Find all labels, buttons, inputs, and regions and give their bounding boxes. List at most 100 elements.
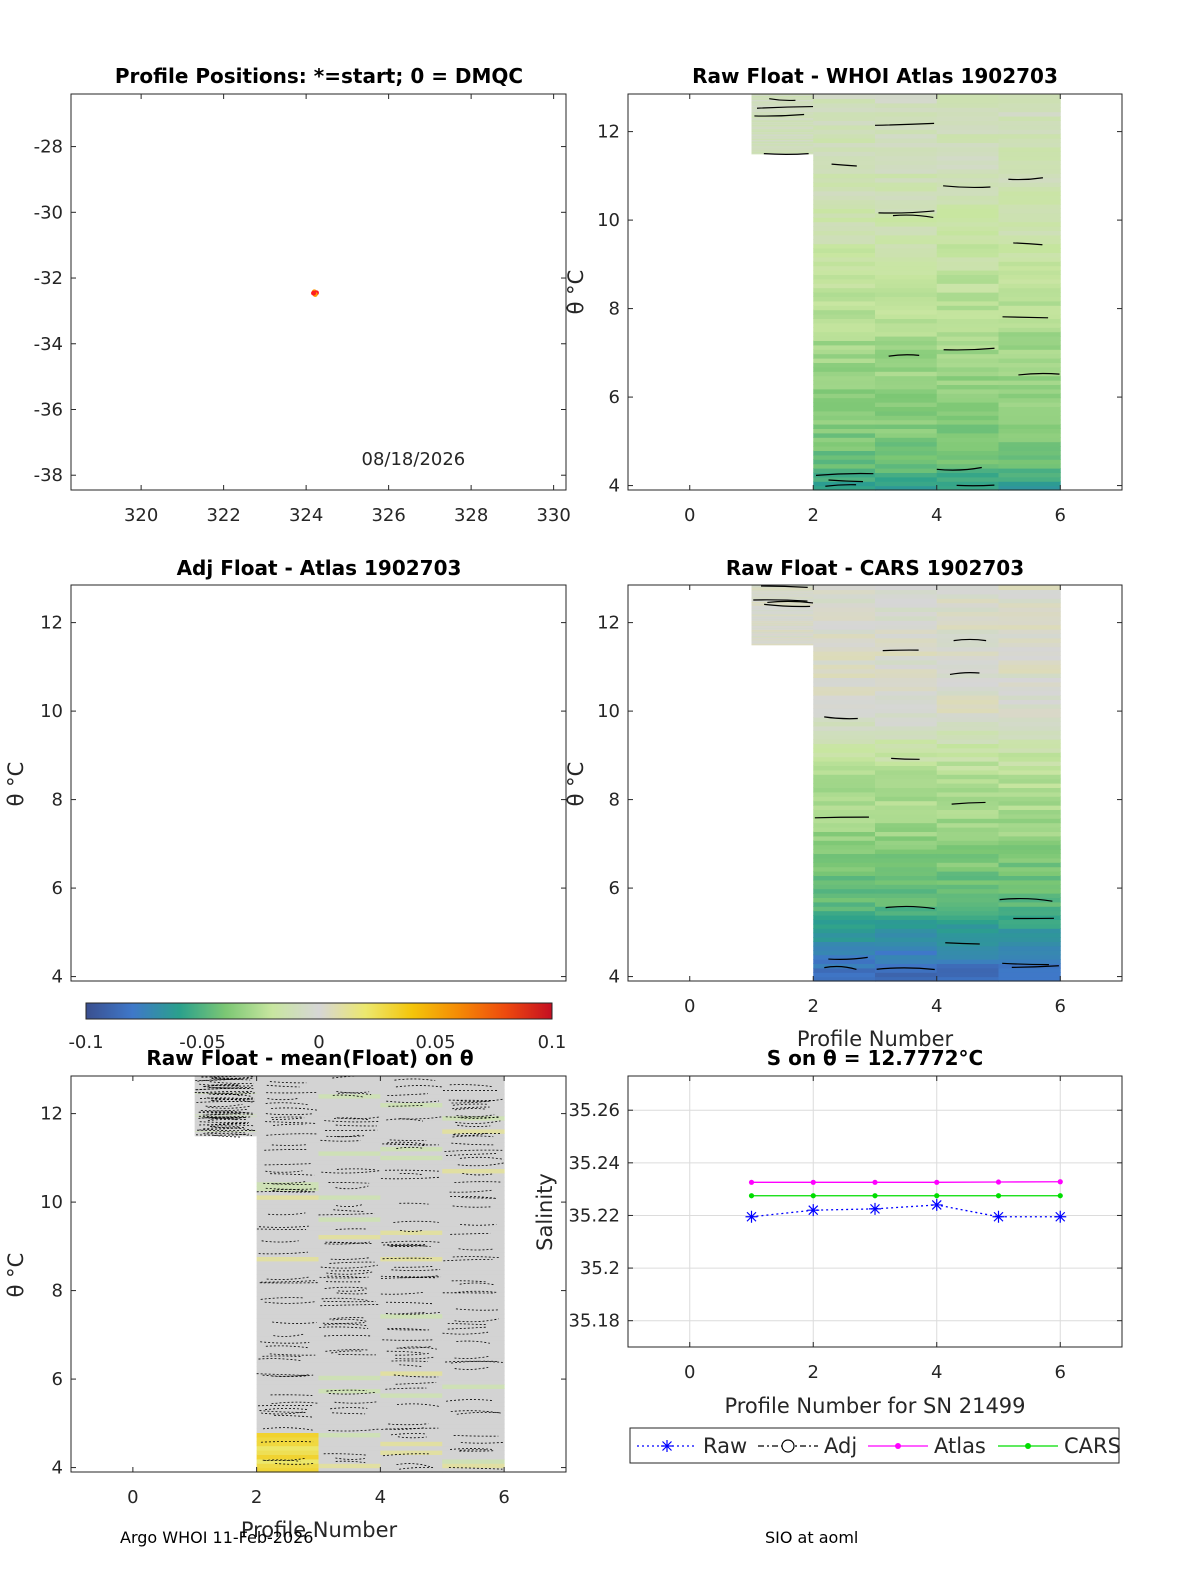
heatmap-cell — [999, 222, 1061, 227]
heatmap-cell — [937, 248, 999, 253]
heatmap-cell — [813, 686, 875, 691]
heatmap-cell — [319, 1375, 381, 1380]
heatmap-cell — [813, 779, 875, 784]
heatmap-cell — [999, 178, 1061, 183]
heatmap-cell — [875, 598, 937, 603]
heatmap-cell — [813, 589, 875, 594]
heatmap-cell — [999, 376, 1061, 381]
heatmap-cell — [999, 464, 1061, 469]
heatmap-cell — [875, 217, 937, 222]
heatmap-cell — [380, 1226, 442, 1231]
heatmap-cell — [813, 433, 875, 438]
heatmap-cell — [813, 371, 875, 376]
heatmap-cell — [999, 173, 1061, 178]
heatmap-cell — [937, 717, 999, 722]
heatmap-cell — [875, 345, 937, 350]
heatmap-cell — [319, 1142, 381, 1147]
heatmap-cell — [999, 437, 1061, 442]
heatmap-cell — [442, 1076, 504, 1081]
legend-marker-atlas — [895, 1443, 901, 1449]
heatmap-cell — [442, 1296, 504, 1301]
heatmap-cell — [442, 1195, 504, 1200]
heatmap-cell — [813, 336, 875, 341]
heatmap-cell — [937, 362, 999, 367]
heatmap-cell — [999, 248, 1061, 253]
heatmap-cell — [813, 415, 875, 420]
y-tick-label: -28 — [34, 137, 63, 158]
heatmap-cell — [999, 191, 1061, 196]
heatmap-cell — [937, 455, 999, 460]
heatmap-cell — [380, 1151, 442, 1156]
heatmap-cell — [257, 1388, 319, 1393]
heatmap-cell — [380, 1410, 442, 1415]
heatmap-cell — [937, 611, 999, 616]
heatmap-cell — [813, 607, 875, 612]
heatmap-cell — [999, 625, 1061, 630]
heatmap-cell — [319, 1160, 381, 1165]
heatmap-cell — [380, 1463, 442, 1468]
heatmap-cell — [999, 292, 1061, 297]
heatmap-cell — [875, 787, 937, 792]
heatmap-cell — [937, 858, 999, 863]
heatmap-cell — [813, 398, 875, 403]
heatmap-cell — [319, 1173, 381, 1178]
heatmap-cell — [813, 651, 875, 656]
x-tick-label: 4 — [931, 505, 942, 526]
heatmap-cell — [257, 1124, 319, 1129]
heatmap-cell — [380, 1230, 442, 1235]
heatmap-cell — [999, 332, 1061, 337]
heatmap-cell — [813, 257, 875, 262]
heatmap-cell — [442, 1344, 504, 1349]
heatmap-cell — [813, 871, 875, 876]
heatmap-cell — [257, 1287, 319, 1292]
x-tick-label: 2 — [251, 1487, 262, 1508]
heatmap-cell — [875, 266, 937, 271]
heatmap-cell — [380, 1186, 442, 1191]
heatmap-cell — [999, 336, 1061, 341]
heatmap-cell — [813, 915, 875, 920]
heatmap-cell — [319, 1415, 381, 1420]
heatmap-cell — [875, 893, 937, 898]
heatmap-cell — [937, 686, 999, 691]
heatmap-cell — [319, 1424, 381, 1429]
heatmap-cell — [813, 757, 875, 762]
heatmap-cell — [999, 893, 1061, 898]
heatmap-cell — [442, 1371, 504, 1376]
heatmap-cell — [937, 735, 999, 740]
heatmap-cell — [875, 116, 937, 121]
heatmap-cell — [442, 1380, 504, 1385]
heatmap-cell — [937, 906, 999, 911]
heatmap-cell — [999, 398, 1061, 403]
heatmap-cell — [999, 257, 1061, 262]
heatmap-cell — [319, 1362, 381, 1367]
heatmap-cell — [875, 327, 937, 332]
heatmap-cell — [875, 191, 937, 196]
heatmap-cell — [999, 358, 1061, 363]
heatmap-cell — [380, 1446, 442, 1451]
heatmap-cell — [813, 726, 875, 731]
heatmap-cell — [937, 125, 999, 130]
heatmap-cell — [999, 125, 1061, 130]
heatmap-cell — [257, 1292, 319, 1297]
heatmap-cell — [999, 748, 1061, 753]
heatmap-cell — [875, 743, 937, 748]
heatmap-cell — [937, 98, 999, 103]
heatmap-cell — [813, 875, 875, 880]
heatmap-cell — [937, 358, 999, 363]
heatmap-cell — [999, 757, 1061, 762]
heatmap-cell — [999, 182, 1061, 187]
y-tick-label: 10 — [40, 1192, 63, 1213]
heatmap-cell — [875, 937, 937, 942]
data-point-raw — [869, 1203, 881, 1215]
heatmap-cell — [257, 1155, 319, 1160]
heatmap-cell — [999, 853, 1061, 858]
heatmap-cell — [380, 1248, 442, 1253]
heatmap-cell — [813, 244, 875, 249]
heatmap-cell — [380, 1217, 442, 1222]
heatmap-cell — [813, 831, 875, 836]
heatmap-cell — [875, 244, 937, 249]
heatmap-cell — [442, 1393, 504, 1398]
heatmap-cell — [937, 633, 999, 638]
heatmap-cell — [937, 376, 999, 381]
heatmap-cell — [813, 217, 875, 222]
